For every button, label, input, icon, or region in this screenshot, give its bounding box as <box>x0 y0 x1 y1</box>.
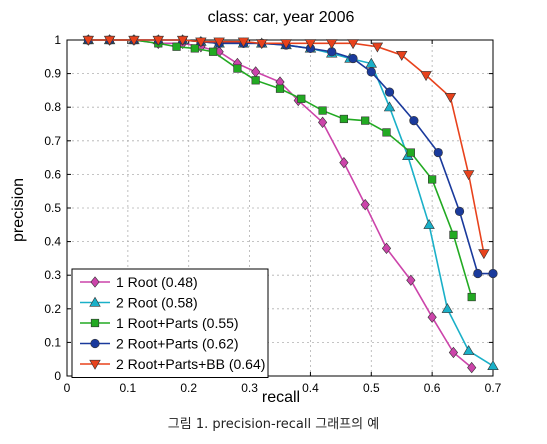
data-point-series-5 <box>326 39 338 50</box>
data-point-series-2 <box>487 360 499 371</box>
data-point-series-4 <box>366 67 376 77</box>
data-point-series-3 <box>208 47 218 56</box>
legend-label: 2 Root (0.58) <box>116 295 198 311</box>
data-point-series-3 <box>233 64 242 73</box>
data-point-series-1 <box>467 361 477 374</box>
data-point-series-2 <box>423 219 435 229</box>
x-tick-label: 0.1 <box>120 381 137 395</box>
x-axis-label: recall <box>262 389 300 405</box>
data-point-series-2 <box>462 345 475 355</box>
y-tick-label: 0.3 <box>44 268 61 282</box>
legend-marker <box>90 338 100 349</box>
y-tick-label: 0 <box>54 369 61 383</box>
data-point-series-1 <box>448 346 459 359</box>
data-point-series-4 <box>454 206 465 216</box>
data-point-series-5 <box>176 35 189 46</box>
data-point-series-3 <box>361 116 370 125</box>
data-point-series-1 <box>406 274 416 286</box>
x-tick-label: 0.4 <box>302 381 319 395</box>
y-tick-label: 0.9 <box>44 67 61 81</box>
data-point-series-4 <box>488 268 498 279</box>
data-point-series-5 <box>256 39 268 50</box>
y-tick-label: 0.1 <box>44 335 61 349</box>
y-tick-label: 1 <box>54 33 61 47</box>
x-tick-label: 0.6 <box>424 381 441 395</box>
data-point-series-3 <box>318 106 327 115</box>
data-point-series-5 <box>371 42 384 53</box>
y-tick-label: 0.8 <box>44 100 61 114</box>
data-point-series-4 <box>409 116 419 126</box>
legend-marker <box>89 296 101 307</box>
data-point-series-3 <box>339 114 349 124</box>
data-point-series-3 <box>467 292 476 302</box>
legend-label: 1 Root+Parts (0.55) <box>116 315 239 331</box>
data-point-series-3 <box>297 94 306 103</box>
data-point-series-5 <box>237 37 250 48</box>
data-point-series-5 <box>395 51 408 61</box>
y-tick-label: 0.6 <box>44 167 61 181</box>
data-point-series-3 <box>382 128 391 137</box>
legend-label: 1 Root (0.48) <box>116 274 198 290</box>
figure-caption: 그림 1. precision-recall 그래프의 예 <box>167 417 380 432</box>
y-tick-label: 0.7 <box>44 134 61 148</box>
data-point-series-3 <box>190 44 199 53</box>
data-point-series-3 <box>406 148 415 157</box>
data-point-series-5 <box>462 170 475 181</box>
x-tick-label: 0 <box>64 381 71 395</box>
chart-title: class: car, year 2006 <box>208 9 355 26</box>
y-tick-label: 0.5 <box>44 201 61 215</box>
pr-chart: class: car, year 2006 0 0.1 0.2 0.3 0.4 0.5 0.… <box>10 9 502 405</box>
legend: 1 Root (0.48) 2 Root (0.58) 1 Root+Parts (… <box>71 268 269 378</box>
data-point-series-5 <box>304 39 317 50</box>
data-point-series-5 <box>420 71 432 82</box>
data-point-series-5 <box>82 35 95 46</box>
data-point-series-3 <box>275 84 285 93</box>
data-point-series-3 <box>251 76 260 85</box>
data-point-series-2 <box>383 101 396 112</box>
data-point-series-5 <box>444 93 457 103</box>
data-point-series-3 <box>428 175 437 184</box>
data-point-series-2 <box>441 303 454 313</box>
x-tick-label: 0.2 <box>180 381 197 395</box>
data-point-series-4 <box>473 268 483 279</box>
legend-marker <box>89 359 101 370</box>
data-point-series-4 <box>433 147 443 158</box>
x-tick-label: 0.7 <box>485 381 502 395</box>
data-point-series-1 <box>339 156 349 169</box>
data-point-series-1 <box>381 242 392 254</box>
data-point-series-1 <box>427 311 437 323</box>
data-point-series-3 <box>172 42 181 51</box>
data-point-series-1 <box>318 116 328 128</box>
x-tick-label: 0.5 <box>363 381 380 395</box>
data-point-series-5 <box>128 35 140 46</box>
data-point-series-4 <box>348 53 358 64</box>
data-point-series-5 <box>103 35 116 46</box>
data-point-series-5 <box>347 39 359 50</box>
data-point-series-1 <box>360 198 370 211</box>
x-tick-label: 0.3 <box>241 381 258 395</box>
legend-label: 2 Root+Parts+BB (0.64) <box>116 356 265 372</box>
data-point-series-5 <box>195 37 207 48</box>
data-point-series-4 <box>384 87 395 97</box>
data-point-series-5 <box>213 37 225 48</box>
legend-label: 2 Root+Parts (0.62) <box>116 336 239 352</box>
y-axis-label: precision <box>10 178 27 242</box>
data-point-series-3 <box>449 230 458 239</box>
data-point-series-5 <box>152 35 165 46</box>
data-point-series-5 <box>478 249 490 260</box>
y-tick-label: 0.2 <box>44 302 61 316</box>
y-tick-label: 0.4 <box>44 235 61 249</box>
data-point-series-5 <box>280 39 292 50</box>
legend-marker <box>90 276 100 288</box>
legend-marker <box>90 318 100 328</box>
